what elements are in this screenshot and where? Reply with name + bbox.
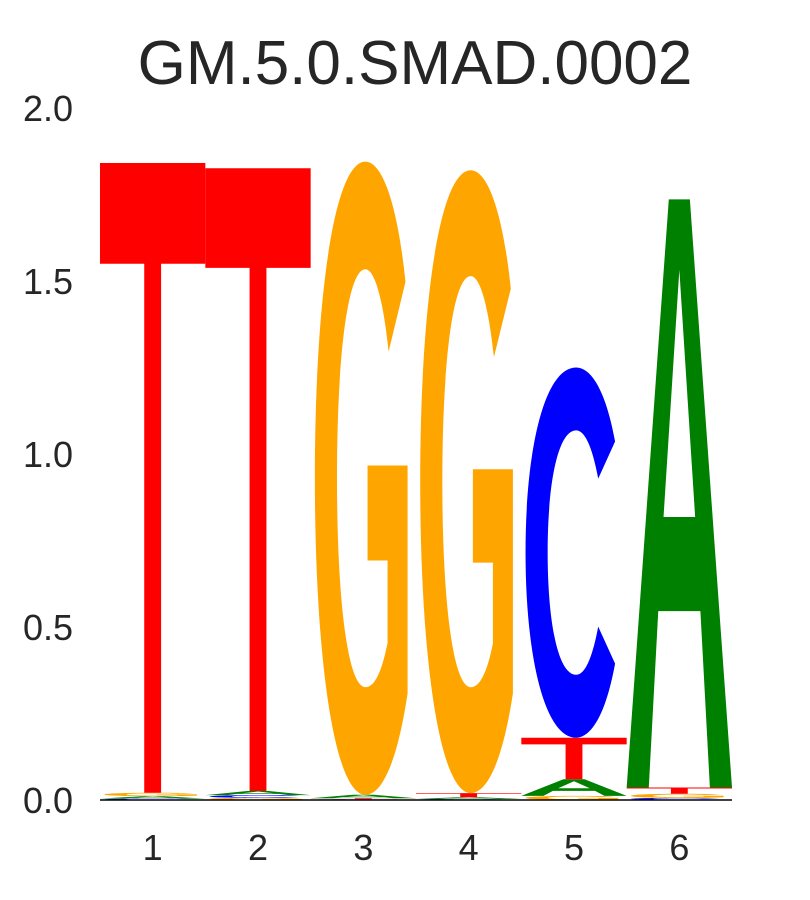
letter-G-pos-1 bbox=[104, 792, 197, 797]
chart-title: GM.5.0.SMAD.0002 bbox=[138, 29, 693, 98]
y-axis: 0.0 0.5 1.0 1.5 2.0 bbox=[23, 88, 73, 821]
letter-T-pos-6 bbox=[626, 787, 732, 794]
letter-G-pos-6 bbox=[630, 793, 724, 798]
x-tick-label: 1 bbox=[143, 827, 163, 868]
letter-T-pos-1 bbox=[100, 163, 206, 793]
letter-T-pos-5 bbox=[521, 737, 627, 780]
letter-G-pos-5 bbox=[525, 795, 619, 800]
letter-T-pos-3 bbox=[310, 798, 416, 800]
x-tick-label: 2 bbox=[248, 827, 268, 868]
x-axis: 1 2 3 4 5 6 bbox=[143, 827, 690, 868]
x-tick-label: 5 bbox=[564, 827, 584, 868]
letter-stacks bbox=[100, 161, 732, 800]
letter-T-pos-2 bbox=[205, 168, 311, 792]
letter-G-pos-4 bbox=[420, 170, 513, 794]
letter-C-pos-5 bbox=[525, 367, 616, 738]
y-tick-label: 0.0 bbox=[23, 780, 73, 821]
x-tick-label: 6 bbox=[669, 827, 689, 868]
letter-A-pos-1 bbox=[100, 796, 206, 799]
x-tick-label: 4 bbox=[459, 827, 479, 868]
letter-A-pos-2 bbox=[205, 791, 311, 796]
letter-A-pos-6 bbox=[626, 199, 732, 788]
letter-A-pos-5 bbox=[521, 779, 627, 796]
letter-T-pos-4 bbox=[416, 793, 522, 798]
y-tick-label: 1.0 bbox=[23, 434, 73, 475]
letter-C-pos-2 bbox=[209, 795, 300, 798]
y-tick-label: 2.0 bbox=[23, 88, 73, 129]
y-tick-label: 0.5 bbox=[23, 607, 73, 648]
letter-A-pos-4 bbox=[416, 797, 522, 799]
x-tick-label: 3 bbox=[353, 827, 373, 868]
y-tick-label: 1.5 bbox=[23, 261, 73, 302]
letter-G-pos-3 bbox=[314, 161, 408, 795]
letter-A-pos-3 bbox=[310, 794, 416, 799]
